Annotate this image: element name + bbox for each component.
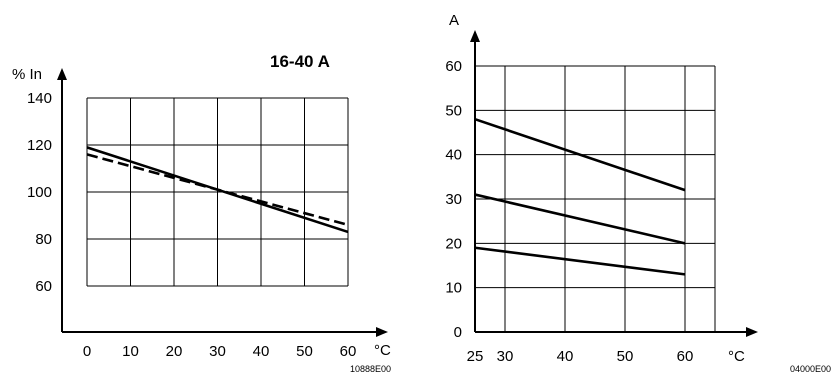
right-chart-y-tick-label: 30 [445,191,462,208]
right-chart-x-tick-label: 40 [557,348,574,365]
left-chart-x-axis-arrow [376,327,388,337]
left-chart-x-tick-label: 40 [253,343,270,360]
left-chart-x-tick-label: 60 [340,343,357,360]
right-chart-y-tick-label: 50 [445,102,462,119]
right-chart-y-tick-label: 0 [454,324,462,341]
left-chart-x-tick-label: 50 [296,343,313,360]
right-chart-labels: 25 30 40 50 60 0 10 20 30 40 50 60 [445,58,693,365]
right-chart-x-tick-label: 50 [617,348,634,365]
right-chart-y-axis-arrow [470,30,480,42]
right-chart: 25 30 40 50 60 0 10 20 30 40 50 60 A °C 04000E00 [445,12,831,374]
right-chart-y-tick-label: 40 [445,147,462,164]
left-chart-labels: 0 10 20 30 40 50 60 60 80 100 120 140 [27,90,356,360]
right-chart-y-tick-label: 10 [445,280,462,297]
left-chart-x-tick-label: 0 [83,343,91,360]
right-chart-series [474,117,686,276]
right-chart-x-axis-unit: °C [728,348,745,365]
left-chart-y-tick-label: 100 [27,184,52,201]
left-chart-x-tick-label: 30 [209,343,226,360]
left-chart-series [86,146,349,234]
left-chart-series-2-line [86,153,349,227]
right-chart-x-tick-label: 60 [677,348,694,365]
right-chart-series-3-line [474,246,686,276]
left-chart-y-tick-label: 60 [35,278,52,295]
right-chart-axes [470,30,758,337]
right-chart-figure-code: 04000E00 [790,364,831,374]
left-chart-y-tick-label: 120 [27,137,52,154]
right-chart-x-axis-arrow [746,327,758,337]
left-chart-x-axis-unit: °C [374,342,391,359]
left-chart-y-axis-arrow [57,68,67,80]
right-chart-grid [474,65,716,332]
left-chart-x-tick-label: 10 [122,343,139,360]
left-chart-title: 16-40 A [270,52,330,71]
right-chart-x-tick-label: 25 [467,348,484,365]
right-chart-series-1-line [474,117,686,192]
right-chart-y-tick-label: 60 [445,58,462,75]
right-chart-series-2-line [474,193,686,245]
left-chart-grid [86,97,349,287]
right-chart-y-tick-label: 20 [445,235,462,252]
left-chart-y-tick-label: 80 [35,231,52,248]
left-chart-axes [57,68,388,337]
left-chart-y-axis-label: % In [12,66,42,83]
left-chart-y-tick-label: 140 [27,90,52,107]
left-chart-figure-code: 10888E00 [350,364,391,374]
right-chart-y-axis-label: A [449,12,459,29]
right-chart-x-tick-label: 30 [497,348,514,365]
left-chart-x-tick-label: 20 [166,343,183,360]
